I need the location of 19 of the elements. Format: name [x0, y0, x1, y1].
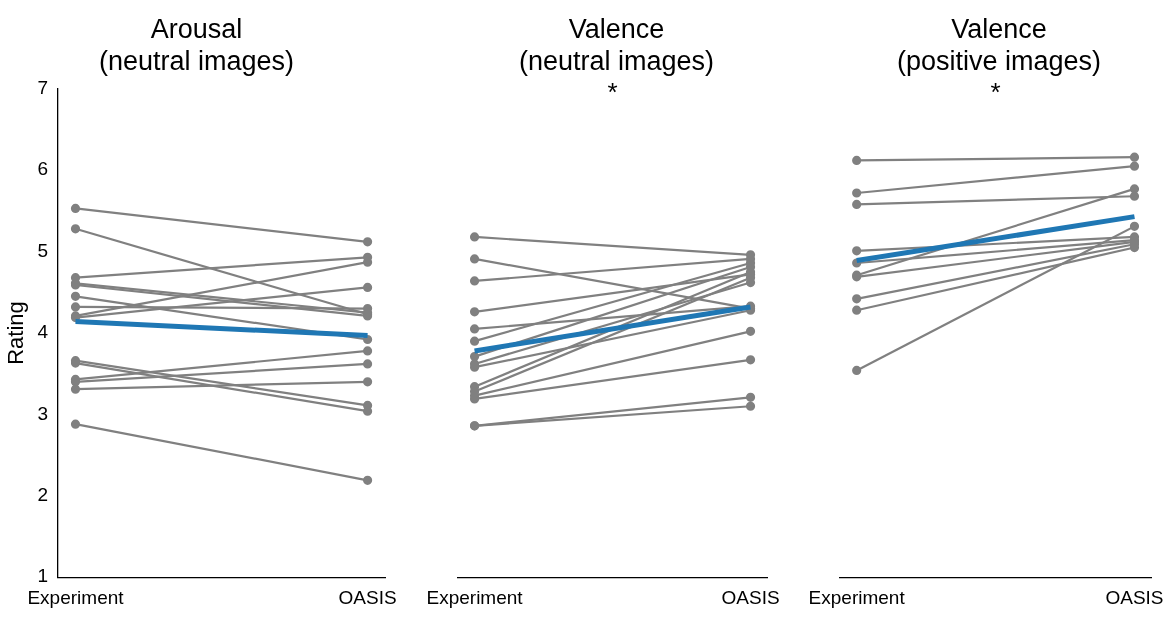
y-tick-label: 2: [37, 484, 48, 506]
chart-title: Valence (positive images): [896, 13, 1102, 77]
y-axis-title: Rating: [3, 301, 29, 365]
x-tick-label: OASIS: [721, 586, 780, 608]
y-tick-label: 1: [37, 565, 48, 587]
x-tick-label: Experiment: [808, 586, 906, 608]
chart-title: Arousal (neutral images): [98, 13, 295, 77]
x-tick-label: Experiment: [426, 586, 524, 608]
y-tick-label: 6: [37, 158, 48, 180]
x-tick-label: OASIS: [338, 586, 397, 608]
y-tick-label: 4: [37, 321, 49, 343]
x-tick-label: OASIS: [1105, 586, 1164, 608]
chart-title: Valence (neutral images): [518, 13, 715, 77]
y-tick-label: 3: [37, 402, 48, 424]
x-tick-label: Experiment: [27, 586, 125, 608]
y-tick-label: 5: [37, 239, 48, 261]
annotation: *: [990, 76, 1001, 107]
annotation: *: [607, 76, 618, 107]
y-tick-label: 7: [37, 77, 48, 99]
